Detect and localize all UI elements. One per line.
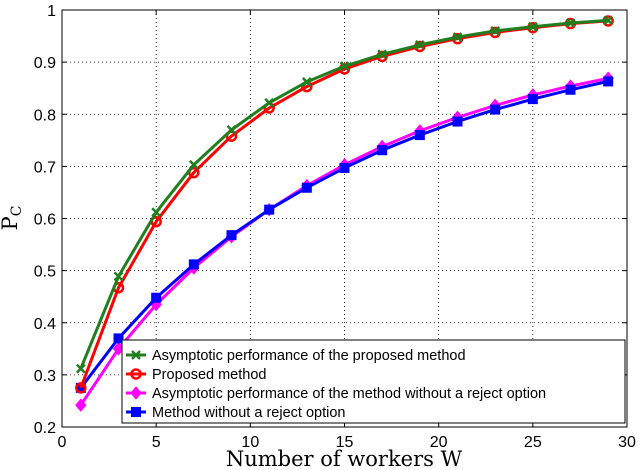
- data-point: [490, 25, 501, 36]
- y-axis-title-subscript: C: [9, 206, 25, 217]
- data-point: [75, 398, 87, 412]
- axis-ticks: 0 5 10 15 20 25 30 0.2 0.3 0.4 0.5 0.6 0.7 0.8 0.9 1: [34, 3, 636, 451]
- data-point: [264, 97, 275, 108]
- x-tick-label: 20: [430, 434, 448, 451]
- y-tick-label: 0.3: [34, 368, 56, 385]
- legend-label: Proposed method: [152, 367, 266, 383]
- y-tick-label: 0.7: [34, 159, 56, 176]
- data-point: [301, 77, 312, 87]
- data-point: [603, 15, 614, 26]
- legend-marker: [131, 407, 141, 417]
- data-point: [377, 145, 388, 156]
- legend-label: Method without a reject option: [152, 405, 345, 421]
- data-point: [377, 49, 388, 60]
- legend: Asymptotic performance of the proposed m…: [121, 339, 626, 424]
- data-point: [113, 271, 124, 282]
- x-tick-label: 30: [618, 434, 636, 451]
- data-point: [339, 61, 350, 72]
- x-tick-label: 15: [336, 434, 354, 451]
- legend-marker: [131, 350, 141, 360]
- data-point: [226, 125, 237, 135]
- data-point: [527, 21, 538, 32]
- data-point: [527, 94, 538, 105]
- x-axis-title: Number of workers W: [226, 447, 463, 470]
- data-point: [151, 207, 162, 218]
- y-tick-label: 0.8: [34, 107, 56, 124]
- data-point: [75, 382, 87, 394]
- series-layer: [75, 15, 614, 412]
- data-point: [188, 259, 199, 270]
- legend-label: Asymptotic performance of the proposed m…: [152, 348, 466, 364]
- data-point: [226, 230, 237, 241]
- y-tick-label: 0.5: [34, 264, 56, 281]
- data-point: [490, 104, 501, 115]
- data-point: [452, 32, 463, 42]
- legend-marker: [130, 368, 142, 380]
- x-tick-label: 0: [58, 434, 67, 451]
- x-tick-label: 5: [152, 434, 161, 451]
- data-point: [75, 363, 86, 374]
- y-axis-title-main: P: [0, 216, 22, 230]
- data-point: [452, 116, 463, 127]
- y-tick-label: 0.2: [34, 420, 56, 437]
- legend-box: [121, 339, 626, 424]
- y-axis-title: PC: [0, 206, 25, 231]
- svg-text:PC: PC: [0, 206, 25, 231]
- x-tick-label: 25: [524, 434, 542, 451]
- legend-marker: [130, 386, 142, 400]
- x-tick-label: 10: [241, 434, 259, 451]
- y-tick-label: 0.9: [34, 55, 56, 72]
- data-point: [113, 333, 124, 344]
- data-point: [565, 84, 576, 95]
- series-x: [75, 15, 614, 374]
- data-point: [603, 76, 614, 87]
- y-tick-label: 1: [47, 3, 56, 20]
- y-tick-label: 0.4: [34, 316, 56, 333]
- data-point: [565, 18, 576, 28]
- data-point: [301, 182, 312, 193]
- y-tick-label: 0.6: [34, 212, 56, 229]
- grid-lines: [62, 10, 627, 427]
- legend-label: Asymptotic performance of the method wit…: [152, 386, 546, 402]
- data-point: [414, 40, 425, 50]
- data-point: [151, 292, 162, 303]
- data-point: [339, 162, 350, 173]
- data-point: [264, 204, 275, 215]
- data-point: [414, 130, 425, 141]
- data-point: [188, 159, 199, 170]
